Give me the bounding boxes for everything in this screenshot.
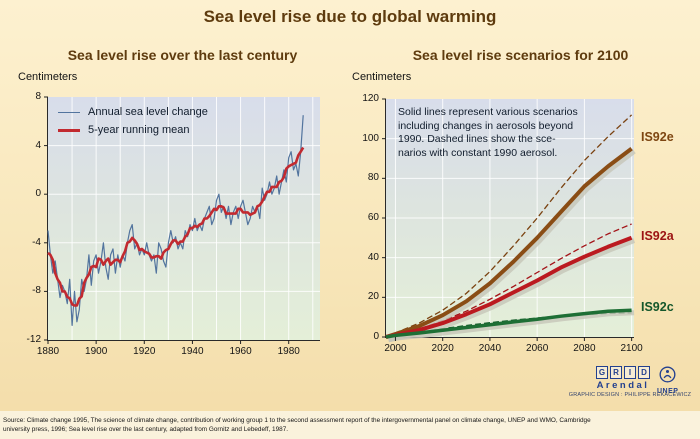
grid-arendal-name: Arendal	[596, 380, 650, 391]
y-axis-tick-label: -4	[32, 236, 41, 248]
x-axis-tick-label: 1980	[277, 346, 300, 357]
x-axis-tick-label: 1900	[85, 346, 108, 357]
unep-emblem-icon	[659, 366, 676, 383]
scenario-label-is92a: IS92a	[641, 229, 674, 243]
x-axis-tick-label: 2060	[526, 343, 549, 354]
grid-letter-box: R	[610, 366, 622, 379]
left-chart-title: Sea level rise over the last century	[67, 47, 298, 63]
aerosol-note-line: including changes in aerosols beyond	[398, 119, 574, 132]
aerosol-note-line: Solid lines represent various scenarios	[398, 106, 578, 118]
right-chart-unit-label: Centimeters	[352, 71, 412, 83]
source-text-line1: Source: Climate change 1995, The science…	[3, 417, 591, 424]
y-axis-tick-label: 80	[367, 172, 379, 184]
chart-left-svg	[44, 96, 320, 344]
x-axis-tick-label: 1880	[36, 346, 60, 357]
y-axis-tick-label: 120	[362, 93, 379, 104]
y-axis-tick-label: 60	[367, 212, 379, 223]
grid-logo-letters: G R I D	[596, 366, 650, 379]
left-chart-plot-area: Annual sea level change 5-year running m…	[27, 91, 320, 357]
y-axis-tick-label: 20	[367, 291, 379, 303]
legend-label-annual: Annual sea level change	[88, 106, 208, 118]
y-axis-tick-label: -8	[32, 285, 41, 297]
left-chart-legend: Annual sea level change 5-year running m…	[58, 106, 208, 142]
page-title: Sea level rise due to global warming	[203, 7, 497, 26]
x-axis-tick-label: 1960	[229, 346, 252, 357]
unep-name: UNEP	[657, 388, 679, 395]
grid-letter-box: D	[638, 366, 650, 379]
y-axis-tick-label: 100	[362, 132, 379, 144]
running-mean-line-swatch	[58, 128, 80, 132]
scenario-label-is92c: IS92c	[641, 300, 674, 314]
publisher-logos: G R I D Arendal UNEP	[596, 366, 678, 395]
annual-line-swatch	[58, 111, 80, 113]
x-axis-tick-label: 2100	[620, 343, 643, 354]
grid-arendal-logo: G R I D Arendal	[596, 366, 650, 391]
y-axis-tick-label: 8	[35, 91, 41, 102]
scenario-label-is92e: IS92e	[641, 130, 674, 144]
chart-right-svg	[382, 98, 636, 343]
unep-logo: UNEP	[657, 366, 678, 395]
legend-label-mean: 5-year running mean	[88, 124, 190, 136]
aerosol-note-line: 1990. Dashed lines show the sce-	[398, 133, 556, 146]
x-axis-tick-label: 2040	[478, 343, 502, 354]
y-axis-tick-label: 0	[35, 188, 41, 200]
y-axis-tick-label: 40	[367, 251, 379, 263]
right-chart-title: Sea level rise scenarios for 2100	[412, 47, 629, 63]
design-credit: GRAPHIC DESIGN : PHILIPPE REKACEWICZ	[568, 392, 692, 398]
right-chart-plot-area: Solid lines represent various scenarios …	[362, 93, 673, 354]
source-strip	[0, 411, 700, 439]
grid-letter-box: G	[596, 366, 608, 379]
y-axis-tick-label: -12	[26, 334, 41, 345]
y-axis-tick-label: 0	[373, 331, 379, 342]
x-axis-tick-label: 1920	[133, 346, 156, 357]
legend-item-annual: Annual sea level change	[58, 106, 208, 118]
aerosol-note: Solid lines represent various scenarios …	[398, 106, 578, 161]
left-chart-unit-label: Centimeters	[18, 71, 78, 83]
x-axis-tick-label: 2000	[384, 343, 407, 354]
source-text-line2: university press, 1996; Sea level rise o…	[3, 426, 289, 433]
grid-letter-box: I	[624, 366, 636, 379]
x-axis-tick-label: 2080	[573, 343, 596, 354]
x-axis-tick-label: 1940	[181, 346, 204, 357]
y-axis-tick-label: 4	[35, 139, 41, 151]
legend-item-mean: 5-year running mean	[58, 124, 208, 136]
x-axis-tick-label: 2020	[431, 343, 454, 354]
aerosol-note-line: narios with constant 1990 aerosol.	[398, 146, 558, 159]
